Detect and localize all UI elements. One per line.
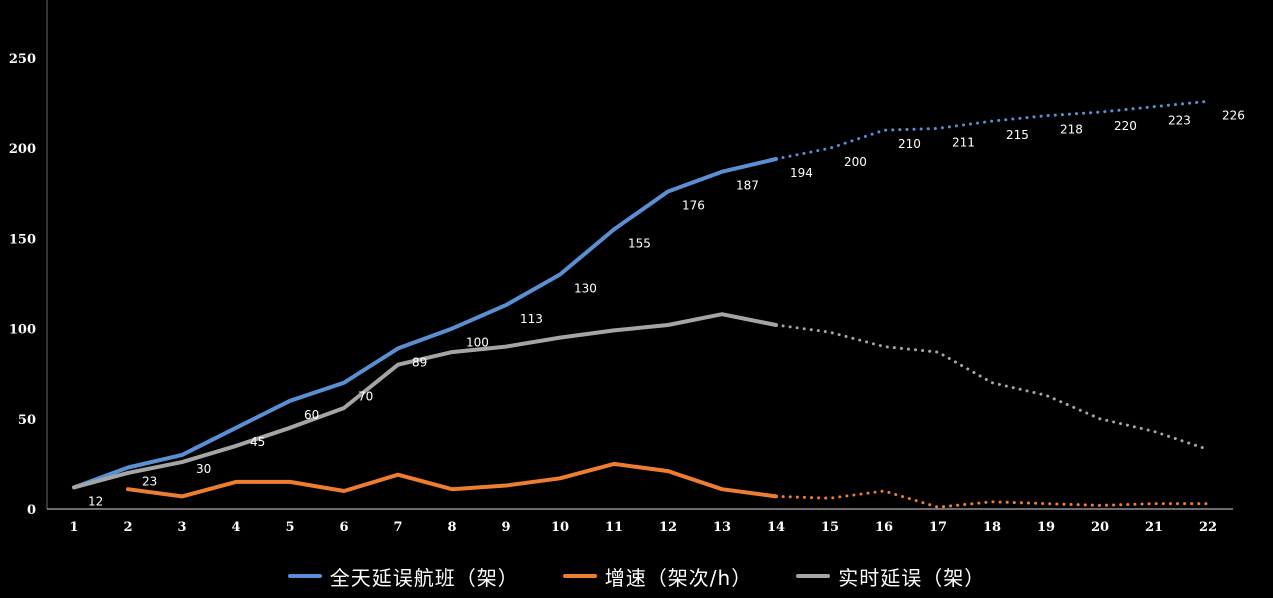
y-tick-label: 150	[9, 232, 36, 247]
y-tick-label: 50	[18, 413, 36, 428]
data-label: 194	[790, 166, 813, 180]
series-line-forecast-2	[774, 323, 1210, 451]
data-label: 218	[1060, 123, 1083, 137]
legend-item: 实时延误（架）	[796, 562, 985, 591]
x-tick-label: 6	[339, 520, 348, 535]
data-label: 60	[304, 408, 319, 422]
series-line-actual-1	[126, 461, 778, 499]
x-tick-label: 8	[447, 520, 456, 535]
data-label: 200	[844, 155, 867, 169]
legend-label: 实时延误（架）	[838, 565, 986, 590]
x-tick-label: 14	[767, 520, 785, 535]
x-tick-label: 3	[177, 520, 186, 535]
series-line-actual-2	[72, 312, 778, 490]
data-label: 70	[358, 390, 373, 404]
y-tick-label: 250	[9, 52, 36, 67]
legend-label: 增速（架次/h）	[604, 565, 753, 590]
x-tick-label: 15	[821, 520, 839, 535]
legend-item: 全天延误航班（架）	[287, 562, 519, 591]
legend-swatch	[287, 574, 322, 578]
y-tick-label: 0	[27, 503, 36, 518]
data-label: 155	[628, 236, 651, 250]
series-layer	[72, 99, 1210, 509]
legend-item: 增速（架次/h）	[562, 562, 753, 591]
data-label: 30	[196, 462, 211, 476]
data-label: 12	[88, 494, 103, 508]
x-tick-label: 7	[393, 520, 402, 535]
x-tick-label: 19	[1037, 520, 1055, 535]
data-label: 130	[574, 281, 597, 295]
x-tick-label: 18	[983, 520, 1001, 535]
x-tick-label: 20	[1091, 520, 1109, 535]
data-label: 113	[520, 312, 543, 326]
y-axis-ticks: 0 50 100 150 200 250	[9, 52, 36, 518]
x-axis-ticks: 1 2 3 4 5 6 7 8 9 10 11 12 13 14 15 16 17 18 19 20 21 22	[69, 520, 1217, 535]
x-tick-label: 1	[69, 520, 78, 535]
data-label: 210	[898, 137, 921, 151]
data-label: 223	[1168, 114, 1191, 128]
data-label: 215	[1006, 128, 1029, 142]
data-label: 211	[952, 135, 975, 149]
data-label: 176	[682, 198, 705, 212]
data-label: 45	[250, 435, 265, 449]
x-tick-label: 5	[285, 520, 294, 535]
x-tick-label: 9	[501, 520, 510, 535]
x-tick-label: 21	[1145, 520, 1163, 535]
legend-label: 全天延误航班（架）	[329, 565, 519, 590]
data-label: 226	[1222, 108, 1245, 122]
x-tick-label: 22	[1199, 520, 1217, 535]
y-tick-label: 100	[9, 323, 36, 338]
x-tick-label: 17	[929, 520, 947, 535]
x-tick-label: 2	[123, 520, 132, 535]
series-line-actual-0	[72, 157, 778, 490]
legend-swatch	[796, 574, 831, 578]
series-line-forecast-0	[774, 99, 1210, 161]
data-label: 220	[1114, 119, 1137, 133]
data-label: 23	[142, 475, 157, 489]
chart-legend: 全天延误航班（架） 增速（架次/h） 实时延误（架）	[0, 558, 1273, 594]
data-label: 100	[466, 336, 489, 350]
x-tick-label: 12	[659, 520, 677, 535]
data-label: 89	[412, 355, 427, 369]
data-label: 187	[736, 179, 759, 193]
x-tick-label: 4	[231, 520, 240, 535]
x-tick-label: 10	[551, 520, 569, 535]
y-tick-label: 200	[9, 142, 36, 157]
series-line-forecast-1	[774, 489, 1210, 509]
x-tick-label: 13	[713, 520, 731, 535]
x-tick-label: 11	[605, 520, 623, 535]
x-tick-label: 16	[875, 520, 893, 535]
data-labels: 12 23 30 45 60 70 89 100 113 130 155 176 187 194 200 21…	[88, 108, 1245, 508]
legend-swatch	[562, 574, 597, 578]
